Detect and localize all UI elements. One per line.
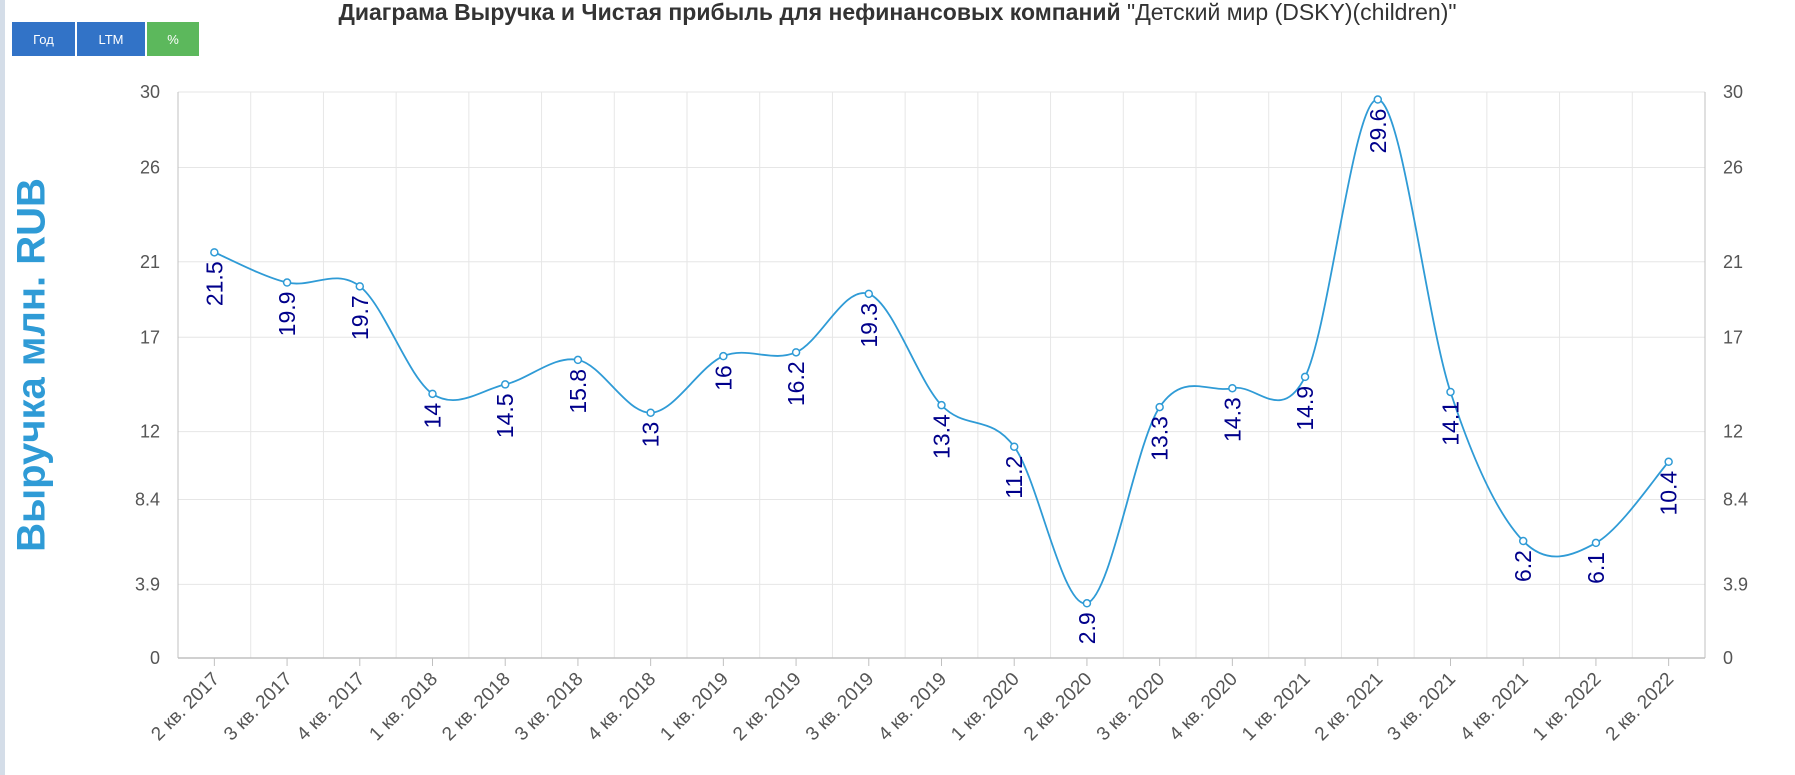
- y-tick-label-left: 12: [140, 422, 160, 442]
- x-tick-label: 2 кв. 2017: [147, 669, 223, 745]
- x-tick-label: 4 кв. 2018: [584, 669, 660, 745]
- x-tick-label: 2 кв. 2020: [1020, 669, 1096, 745]
- y-tick-label-left: 26: [140, 157, 160, 177]
- y-tick-label-right: 3.9: [1723, 574, 1748, 594]
- data-point: [1591, 538, 1601, 548]
- data-label: 14: [420, 403, 446, 429]
- data-point: [791, 348, 801, 357]
- y-tick-label-left: 30: [140, 82, 160, 102]
- data-point: [937, 400, 946, 410]
- data-point: [1446, 387, 1455, 397]
- y-tick-label-left: 8.4: [135, 490, 160, 510]
- x-tick-label: 2 кв. 2021: [1311, 669, 1387, 745]
- data-label: 2.9: [1074, 612, 1100, 644]
- y-tick-label-right: 12: [1723, 422, 1743, 442]
- x-tick-label: 2 кв. 2022: [1602, 669, 1678, 745]
- data-point: [282, 278, 292, 287]
- y-tick-label-left: 17: [140, 327, 160, 347]
- data-point: [1155, 402, 1164, 412]
- data-label: 16: [710, 365, 736, 391]
- data-label: 13: [638, 422, 664, 448]
- data-point: [1664, 457, 1673, 467]
- data-point: [210, 248, 219, 257]
- data-point: [573, 355, 583, 365]
- data-point: [1300, 372, 1310, 382]
- data-label: 29.6: [1365, 109, 1391, 154]
- data-label: 10.4: [1656, 471, 1682, 516]
- data-label: 11.2: [1001, 456, 1027, 499]
- x-tick-label: 3 кв. 2019: [802, 669, 878, 745]
- data-point: [1082, 599, 1092, 608]
- data-label: 19.7: [347, 295, 373, 340]
- x-tick-label: 3 кв. 2020: [1093, 669, 1169, 745]
- y-tick-label-right: 26: [1723, 157, 1743, 177]
- ltm-button[interactable]: LTM: [77, 22, 145, 56]
- x-tick-label: 1 кв. 2021: [1238, 669, 1314, 745]
- year-button[interactable]: Год: [12, 22, 75, 56]
- chart-title-company: "Детский мир (DSKY)(children)": [1127, 0, 1457, 25]
- x-tick-label: 1 кв. 2019: [656, 669, 732, 745]
- data-label: 13.3: [1147, 416, 1173, 461]
- left-edge-strip: [0, 0, 5, 775]
- data-point: [428, 389, 437, 399]
- data-point: [355, 282, 365, 291]
- data-label: 14.3: [1219, 397, 1245, 442]
- data-point: [1373, 95, 1383, 104]
- y-tick-label-left: 21: [140, 252, 160, 272]
- data-label: 14.5: [492, 393, 518, 438]
- x-tick-label: 2 кв. 2019: [729, 669, 805, 745]
- data-point: [864, 289, 874, 299]
- x-tick-label: 3 кв. 2021: [1384, 669, 1460, 745]
- data-point: [719, 351, 728, 361]
- chart-title-main: Диаграма Выручка и Чистая прибыль для не…: [338, 0, 1121, 25]
- data-label: 19.3: [856, 303, 882, 348]
- data-label: 6.1: [1583, 552, 1609, 584]
- percent-button[interactable]: %: [147, 22, 199, 56]
- y-tick-label-right: 17: [1723, 327, 1743, 347]
- x-tick-label: 4 кв. 2021: [1456, 669, 1532, 745]
- x-tick-label: 1 кв. 2018: [366, 669, 442, 745]
- data-point: [500, 380, 510, 389]
- x-tick-label: 4 кв. 2017: [293, 669, 369, 745]
- x-tick-label: 3 кв. 2017: [220, 669, 296, 745]
- data-label: 16.2: [783, 361, 809, 406]
- y-tick-label-right: 0: [1723, 648, 1733, 668]
- y-tick-label-right: 8.4: [1723, 490, 1748, 510]
- data-label: 14.1: [1438, 401, 1464, 446]
- x-tick-label: 1 кв. 2022: [1529, 669, 1605, 745]
- data-label: 15.8: [565, 369, 591, 414]
- x-tick-label: 4 кв. 2019: [875, 669, 951, 745]
- data-label: 21.5: [201, 261, 227, 306]
- data-label: 6.2: [1510, 550, 1536, 582]
- data-label: 19.9: [274, 292, 300, 337]
- series-line: [214, 98, 1670, 605]
- y-tick-label-left: 3.9: [135, 574, 160, 594]
- data-label: 13.4: [929, 414, 955, 459]
- y-tick-label-left: 0: [150, 648, 160, 668]
- x-tick-label: 2 кв. 2018: [438, 669, 514, 745]
- data-label: 14.9: [1292, 386, 1318, 431]
- chart-title: Диаграма Выручка и Чистая прибыль для не…: [0, 0, 1795, 24]
- y-tick-label-right: 21: [1723, 252, 1743, 272]
- x-tick-label: 3 кв. 2018: [511, 669, 587, 745]
- data-point: [1228, 383, 1237, 393]
- data-point: [646, 408, 655, 417]
- y-tick-label-right: 30: [1723, 82, 1743, 102]
- data-point: [1009, 442, 1019, 451]
- data-point: [1518, 536, 1528, 546]
- x-tick-label: 4 кв. 2020: [1165, 669, 1241, 745]
- x-tick-label: 1 кв. 2020: [947, 669, 1023, 745]
